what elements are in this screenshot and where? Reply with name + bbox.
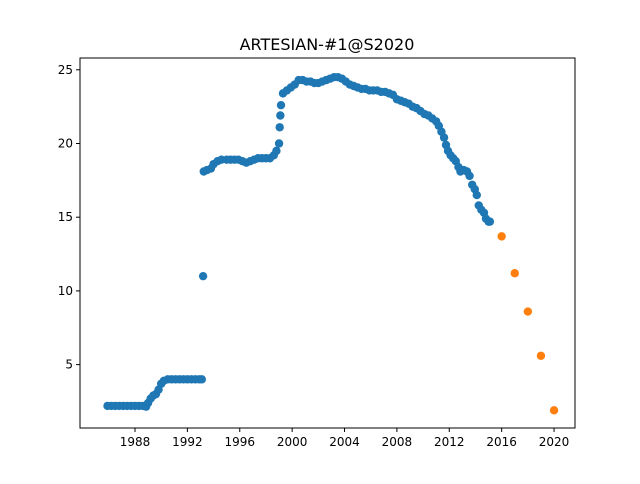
data-point-series-2	[523, 307, 533, 316]
data-point-series-1	[275, 123, 284, 132]
x-tick-label: 1988	[120, 435, 151, 449]
y-tick-label: 20	[58, 136, 73, 150]
data-point-series-1	[485, 217, 495, 226]
data-point-series-1	[197, 375, 206, 384]
data-point-series-2	[536, 351, 546, 360]
x-tick-label: 2008	[382, 435, 413, 449]
x-tick-label: 2004	[329, 435, 360, 449]
data-point-series-1	[472, 190, 481, 200]
data-point-series-1	[198, 271, 208, 281]
x-tick-label: 2016	[486, 435, 517, 449]
y-tick-label: 10	[58, 284, 73, 298]
x-axis: 1988 1992 1996 2000 2004 2008 2012 2016 2020	[120, 428, 570, 449]
data-point-series-1	[272, 146, 281, 156]
data-point-series-1	[465, 171, 474, 181]
y-tick-label: 5	[65, 358, 73, 372]
data-point-series-1	[276, 111, 285, 120]
data-point-series-2	[510, 269, 519, 278]
data-point-series-2	[497, 232, 506, 241]
plot-frame	[79, 57, 576, 429]
y-axis: 5 10 15 20 25	[58, 63, 80, 372]
data-point-series-1	[274, 139, 284, 148]
data-points-layer	[103, 72, 559, 415]
data-point-series-1	[276, 100, 286, 110]
data-point-series-2	[549, 406, 559, 415]
x-tick-label: 1996	[224, 435, 255, 449]
x-tick-label: 1992	[172, 435, 203, 449]
y-tick-label: 25	[58, 63, 73, 77]
x-tick-label: 2000	[277, 435, 308, 449]
x-tick-label: 2020	[539, 435, 570, 449]
data-point-series-1	[439, 133, 449, 142]
y-tick-label: 15	[58, 210, 73, 224]
x-tick-label: 2012	[434, 435, 465, 449]
chart-title: ARTESIAN-#1@S2020	[240, 35, 415, 54]
